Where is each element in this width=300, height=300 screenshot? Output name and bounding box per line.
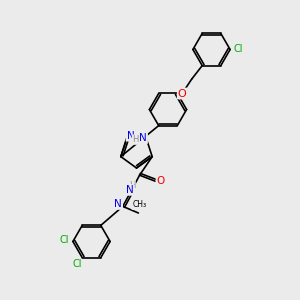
Text: CH₃: CH₃ <box>132 200 146 209</box>
Text: H: H <box>129 181 135 190</box>
Text: Cl: Cl <box>59 235 69 245</box>
Text: N: N <box>139 133 147 143</box>
Text: H: H <box>133 135 139 144</box>
Text: O: O <box>157 176 165 186</box>
Text: Cl: Cl <box>234 44 243 55</box>
Text: N: N <box>114 199 122 209</box>
Text: Cl: Cl <box>72 259 82 269</box>
Text: O: O <box>178 88 187 98</box>
Text: N: N <box>127 131 134 141</box>
Text: N: N <box>126 185 134 195</box>
